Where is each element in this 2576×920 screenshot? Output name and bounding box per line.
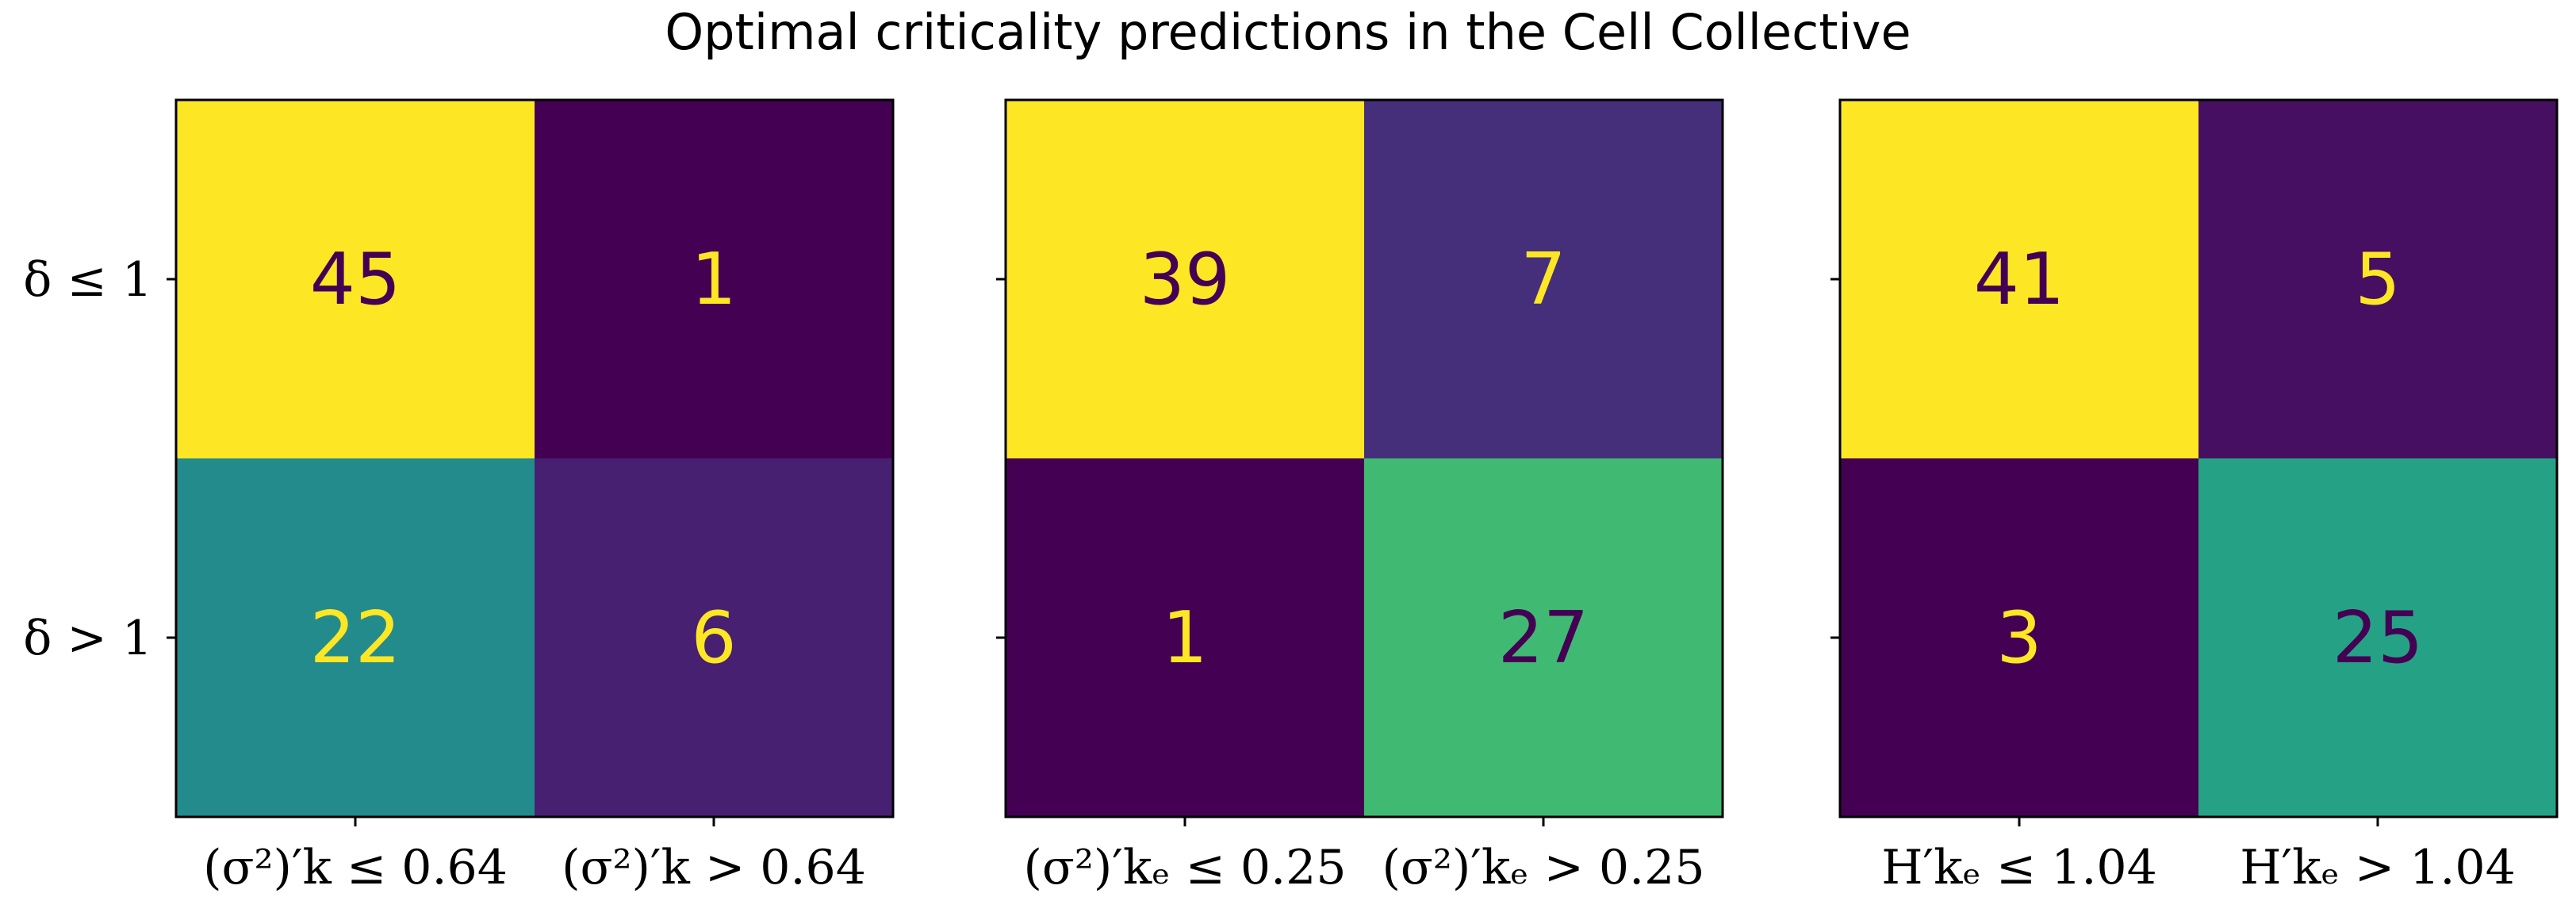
cell-value-label: 5 — [2355, 238, 2400, 321]
heatmap-cell-p2-r2-c2 — [1364, 458, 1723, 817]
heatmap-cell-p2-r2-c1 — [1006, 458, 1364, 817]
heatmap-cell-p3-r2-c1 — [1840, 458, 2198, 817]
heatmap-cell-p1-r2-c1 — [176, 458, 535, 817]
cell-value-label: 25 — [2333, 596, 2424, 680]
row-label: δ ≤ 1 — [23, 252, 152, 308]
heatmap-cell-p2-r1-c1 — [1006, 100, 1364, 458]
panel-frame-2 — [1004, 98, 1724, 818]
cell-value-label: 41 — [1974, 238, 2065, 321]
cell-value-label: 6 — [691, 596, 736, 680]
panel-frame-1 — [174, 98, 895, 818]
column-label: (σ²)′kₑ ≤ 0.25 — [1023, 840, 1346, 895]
column-label: H′kₑ ≤ 1.04 — [1881, 840, 2157, 895]
heatmap-cell-p3-r1-c1 — [1840, 100, 2198, 458]
heatmap-cell-p3-r1-c2 — [2198, 100, 2557, 458]
column-label: (σ²)′k ≤ 0.64 — [203, 840, 508, 895]
heatmap-cell-p1-r1-c1 — [176, 100, 535, 458]
panel-frame-3 — [1838, 98, 2559, 818]
heatmap-cell-p1-r2-c2 — [535, 458, 893, 817]
heatmap-cell-p3-r2-c2 — [2198, 458, 2557, 817]
heatmap-cell-p1-r1-c2 — [535, 100, 893, 458]
chart-title: Optimal criticality predictions in the C… — [665, 3, 1911, 61]
cell-value-label: 3 — [1996, 596, 2041, 680]
cell-value-label: 1 — [691, 238, 736, 321]
column-label: H′kₑ > 1.04 — [2240, 840, 2516, 895]
cell-value-label: 1 — [1162, 596, 1207, 680]
cell-value-label: 39 — [1140, 238, 1231, 321]
column-label: (σ²)′kₑ > 0.25 — [1382, 840, 1704, 895]
cell-value-label: 22 — [310, 596, 401, 680]
cell-value-label: 27 — [1498, 596, 1589, 680]
heatmap-cell-p2-r1-c2 — [1364, 100, 1723, 458]
row-label: δ > 1 — [23, 611, 152, 666]
cell-value-label: 7 — [1520, 238, 1566, 321]
cell-value-label: 45 — [310, 238, 401, 321]
column-label: (σ²)′k > 0.64 — [562, 840, 866, 895]
